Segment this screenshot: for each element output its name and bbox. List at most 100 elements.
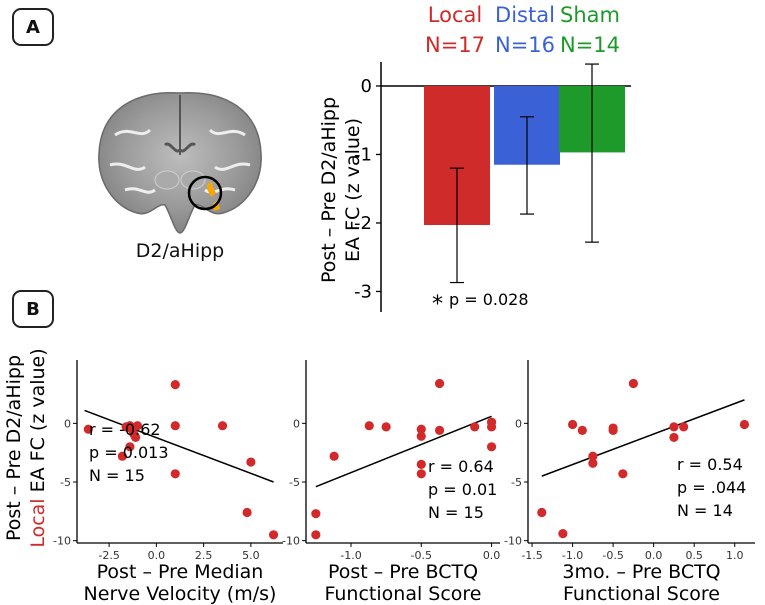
scatter-stat: p = .044 [677,478,746,497]
scatter-point [618,469,628,479]
scatter-point [608,425,618,435]
scatter-point [311,509,321,519]
scatter-y-tick-label: -10 [504,535,522,548]
scatter-x-tick-label: -0.5 [411,549,432,562]
scatter-point [588,458,598,468]
bar-y-label-line1: Post – Pre D2/aHipp [318,97,340,283]
scatter-point [470,422,480,432]
scatter-x-label-line2: Nerve Velocity (m/s) [84,583,277,605]
panel-b-label: B [12,290,54,328]
scatter-stat: p = 0.013 [89,443,169,462]
regression-line [84,409,274,483]
scatter-stat: r = 0.54 [677,455,743,474]
bar-y-label-line2: EA FC (z value) [342,118,364,262]
scatter-x-label-line2: Functional Score [325,583,482,605]
scatter-y-label-line2: Local EA FC (z value) [27,348,49,547]
scatter-y-tick-label: -10 [282,535,300,548]
scatter-plots: Post – Pre D2/aHipp Local EA FC (z value)… [3,348,755,605]
scatter-point [537,507,547,518]
scatter-point [170,380,180,390]
scatter-point [628,378,638,389]
scatter-stat: N = 15 [89,466,145,485]
scatter-stat: p = 0.01 [428,480,497,499]
legend-local-label: Local [428,3,482,27]
scatter-x-tick-label: 0.0 [148,549,166,562]
scatter-point [588,451,598,461]
legend-local-n: N=17 [425,33,485,57]
panel-a-label: A [12,8,54,46]
scatter-point [381,422,391,432]
bar-y-tick-label: -2 [354,213,372,234]
scatter-x-tick-label: 0.0 [645,549,663,562]
scatter-x-tick-label: -1.0 [562,549,583,562]
scatter-point [577,425,587,435]
scatter-point [329,451,339,461]
scatter-point [416,431,426,441]
scatter-x-tick-label: 1.0 [726,549,744,562]
scatter-x-tick-label: -2.5 [98,549,119,562]
scatter-x-tick-label: -0.5 [602,549,623,562]
scatter-point [739,419,750,430]
scatter-point [311,530,321,540]
significance-annotation: p = 0.028 [449,290,529,309]
scatter-point [434,378,445,389]
scatter-point [486,417,497,427]
scatter-point [434,425,445,435]
scatter-stat: N = 14 [677,501,733,520]
scatter-x-tick-label: 5.0 [242,549,260,562]
scatter-x-tick-label: -1.0 [340,549,361,562]
regression-line [541,399,745,477]
scatter-stat: N = 15 [428,503,484,522]
scatter-point [567,419,578,430]
legend-sham-n: N=14 [560,33,620,57]
scatter-point [669,432,679,443]
scatter-y-tick-label: -5 [511,476,522,489]
scatter-x-label-line1: Post – Pre BCTQ [328,561,478,583]
scatter-point [246,457,256,467]
scatter-stat: r = 0.64 [428,457,494,476]
scatter-y-tick-label: 0 [64,417,71,430]
scatter-y-tick-label: -10 [53,535,71,548]
scatter-point [217,421,228,431]
scatter-point [170,421,180,431]
scatter-y-tick-label: -5 [60,476,71,489]
scatter-point [558,529,568,539]
scatter-point [486,442,497,452]
scatter-point [416,459,426,470]
scatter-x-label-line1: 3mo. – Pre BCTQ [562,561,720,583]
regression-line [315,415,492,488]
bar-y-tick-label: -3 [354,281,372,302]
legend-distal-n: N=16 [495,33,555,57]
bar-chart: 0 -1 -2 -3 Post – Pre D2/aHipp EA FC (z value… [318,3,631,317]
legend-sham-label: Sham [560,3,620,27]
scatter-point [132,421,143,431]
significance-star: * [432,292,443,317]
scatter-point [117,451,127,461]
scatter-y-label-rest: EA FC (z value) [27,348,49,498]
brain-region-label: D2/aHipp [135,240,225,262]
scatter-point [364,421,374,431]
scatter-x-tick-label: -1.5 [521,549,542,562]
bar-y-tick-label: 0 [361,76,372,97]
brain-slice-image [98,91,262,234]
scatter-point [170,469,180,479]
scatter-y-tick-label: 0 [293,417,300,430]
scatter-y-tick-label: -5 [289,476,300,489]
scatter-point [669,422,679,432]
scatter-y-label-line1: Post – Pre D2/aHipp [3,355,25,541]
scatter-point [416,469,426,479]
scatter-point [242,507,252,518]
scatter-y-tick-label: 0 [515,417,522,430]
scatter-point [130,432,141,443]
legend-distal-label: Distal [495,3,555,27]
scatter-y-label-local: Local [27,498,49,547]
scatter-x-label-line1: Post – Pre Median [97,561,264,583]
scatter-point [125,442,135,452]
scatter-point [83,424,93,434]
scatter-point [268,530,279,540]
scatter-point [679,422,689,432]
scatter-x-tick-label: 2.5 [195,549,213,562]
scatter-point [416,424,426,434]
scatter-x-tick-label: 0.5 [685,549,703,562]
bar-y-tick-label: -1 [354,144,372,165]
